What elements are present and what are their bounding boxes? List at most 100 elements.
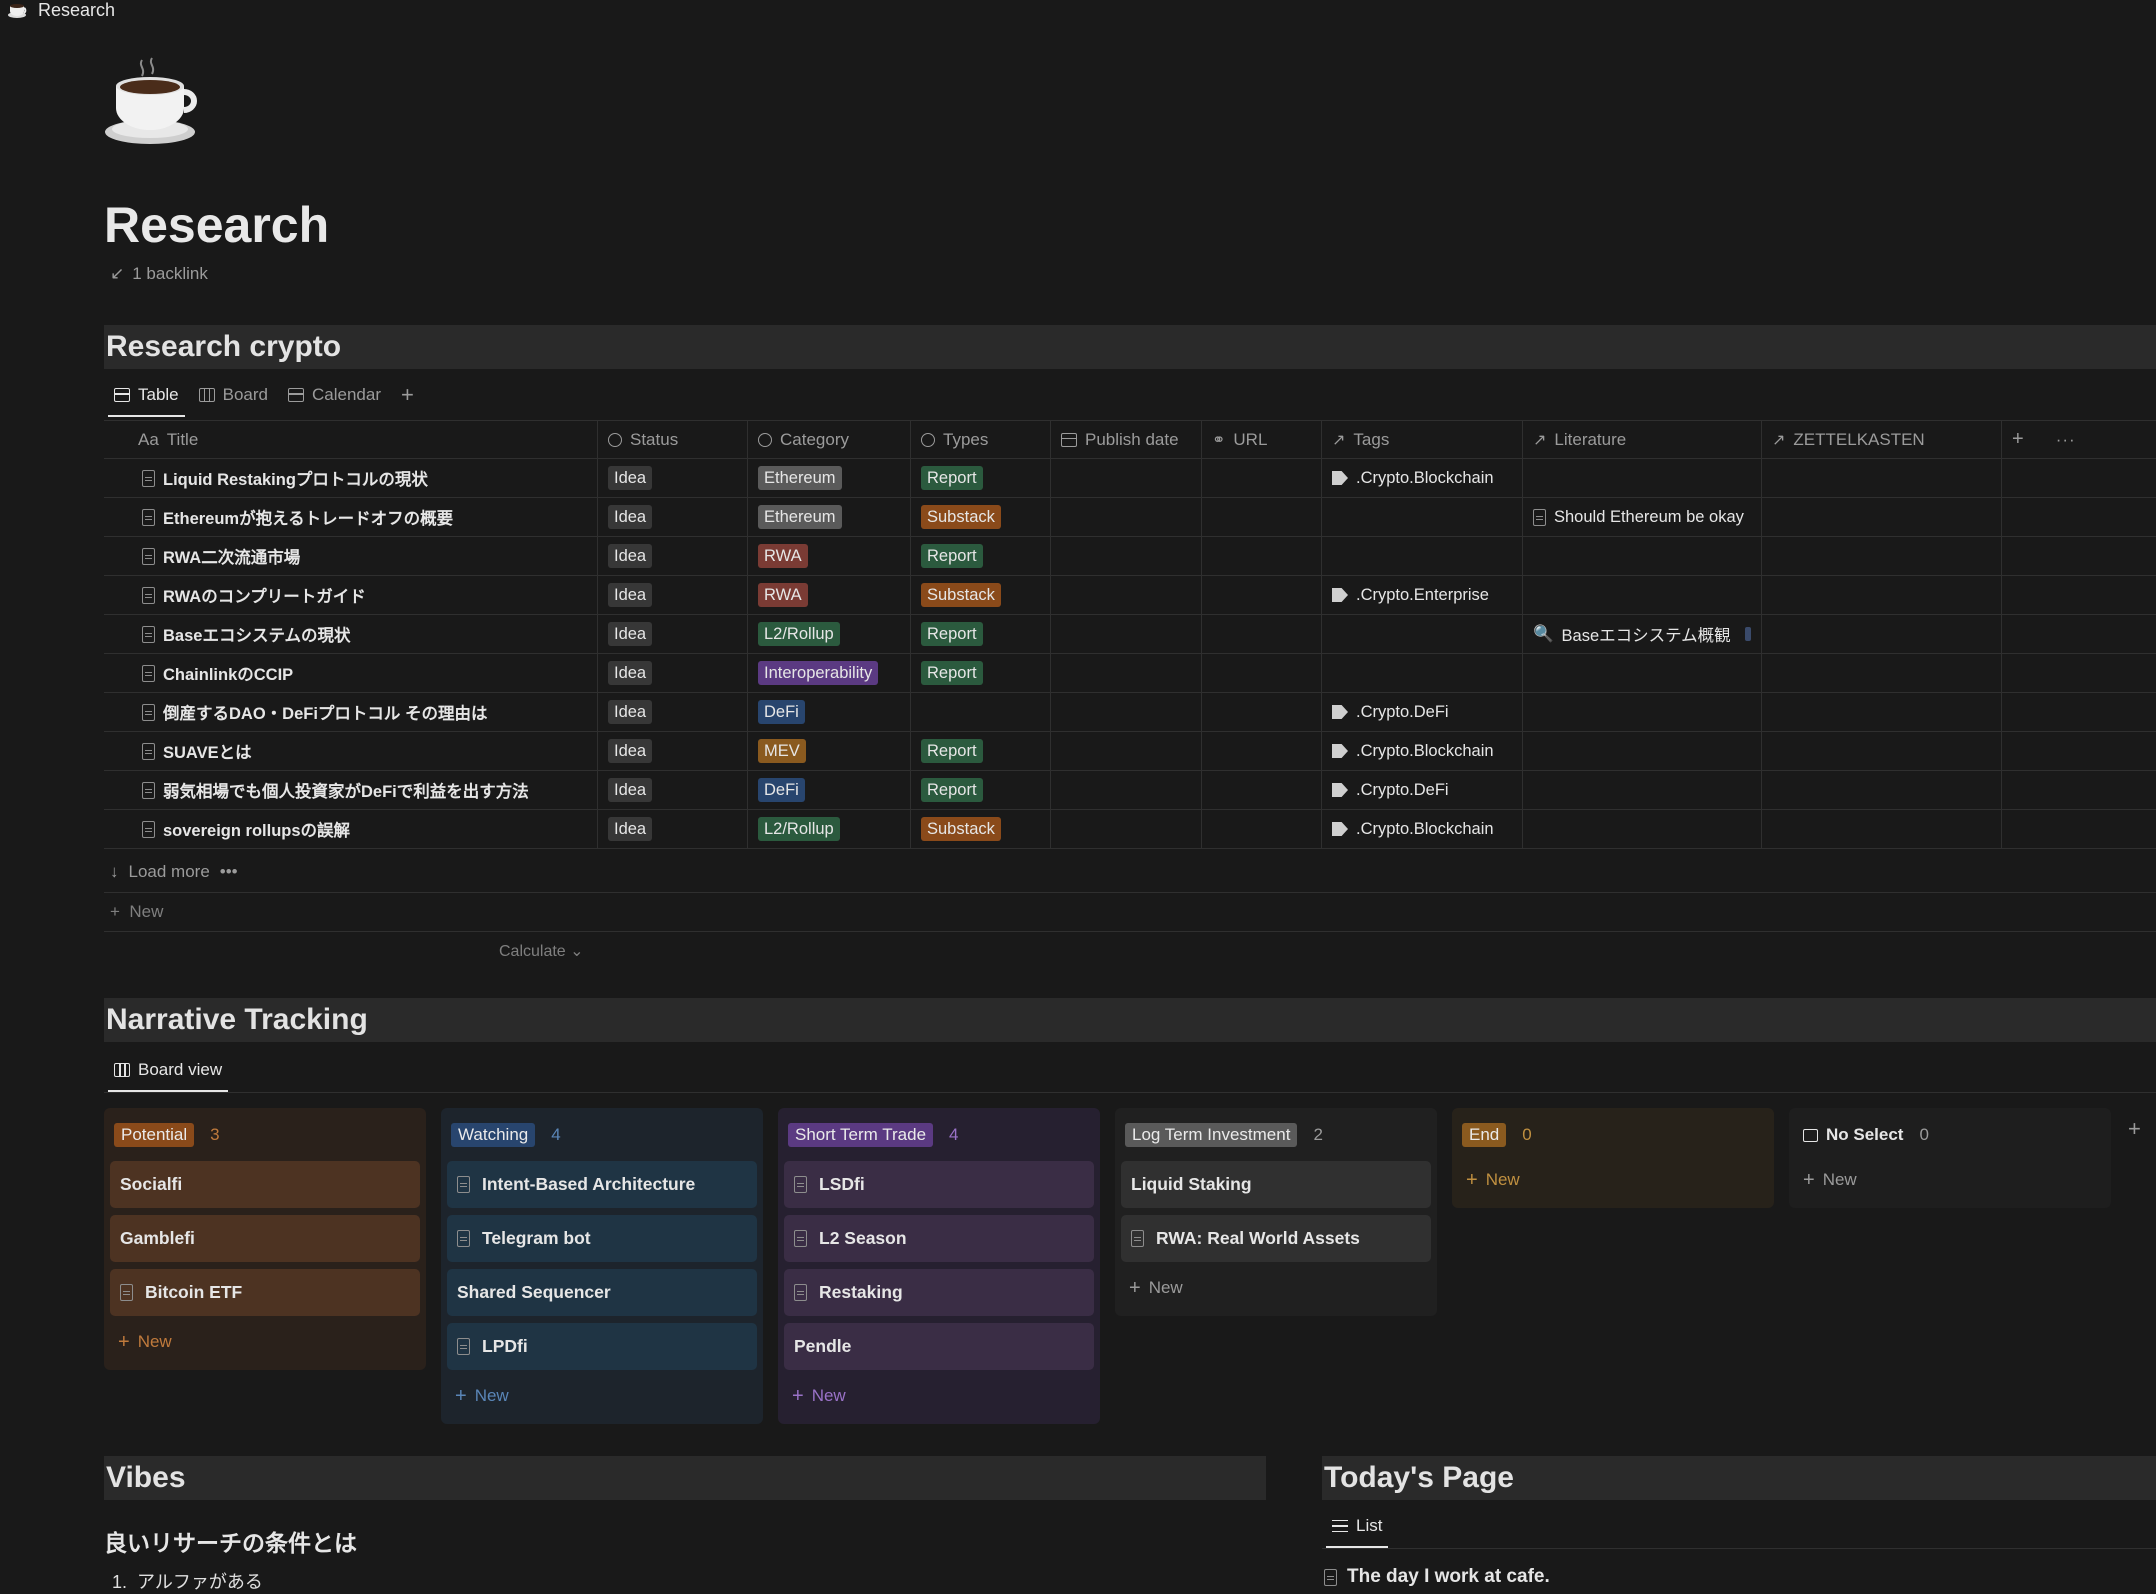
cell-types[interactable]	[911, 693, 1051, 731]
cell-literature[interactable]	[1523, 810, 1762, 848]
cell-tags[interactable]	[1322, 654, 1523, 692]
cell-tags[interactable]: .Crypto.Blockchain	[1322, 810, 1523, 848]
table-row[interactable]: SUAVEとは Idea MEV Report .Crypto.Blockchain	[104, 732, 2156, 771]
cell-publish-date[interactable]	[1051, 771, 1202, 809]
cell-zettelkasten[interactable]	[1762, 459, 2002, 497]
add-view-button[interactable]: +	[391, 375, 424, 415]
cell-zettelkasten[interactable]	[1762, 732, 2002, 770]
cell-category[interactable]: RWA	[748, 537, 911, 575]
table-row[interactable]: RWAのコンプリートガイド Idea RWA Substack .Crypto.Ente…	[104, 576, 2156, 615]
cell-tags[interactable]	[1322, 615, 1523, 653]
cell-url[interactable]	[1202, 771, 1322, 809]
new-row-button[interactable]: + New	[110, 902, 163, 922]
column-literature[interactable]: ↗ Literature	[1523, 421, 1762, 458]
database-header-today[interactable]: Today's Page	[1322, 1456, 2156, 1500]
cell-url[interactable]	[1202, 732, 1322, 770]
tag-link[interactable]: .Crypto.Blockchain	[1356, 819, 1494, 838]
new-card-button[interactable]: + New	[447, 1376, 757, 1416]
database-header-narrative[interactable]: Narrative Tracking	[104, 998, 2156, 1042]
cell-url[interactable]	[1202, 459, 1322, 497]
table-row[interactable]: 弱気相場でも個人投資家がDeFiで利益を出す方法 Idea DeFi Report .C…	[104, 771, 2156, 810]
column-tags[interactable]: ↗ Tags	[1322, 421, 1523, 458]
literature-link[interactable]: Should Ethereum be okay	[1554, 507, 1744, 526]
cell-zettelkasten[interactable]	[1762, 576, 2002, 614]
new-card-button[interactable]: + New	[1121, 1268, 1431, 1308]
cell-zettelkasten[interactable]	[1762, 693, 2002, 731]
cell-tags[interactable]	[1322, 498, 1523, 536]
cell-types[interactable]: Report	[911, 771, 1051, 809]
cell-title[interactable]: sovereign rollupsの誤解	[104, 810, 598, 848]
tab-board[interactable]: Board	[189, 375, 278, 415]
cell-category[interactable]: L2/Rollup	[748, 615, 911, 653]
table-row[interactable]: 倒産するDAO・DeFiプロトコル その理由は Idea DeFi .Crypto.D…	[104, 693, 2156, 732]
cell-zettelkasten[interactable]	[1762, 615, 2002, 653]
calculate-button[interactable]: Calculate ⌄	[499, 941, 584, 961]
tag-link[interactable]: .Crypto.Enterprise	[1356, 585, 1489, 604]
group-header[interactable]: Short Term Trade 4	[784, 1116, 1094, 1154]
cell-types[interactable]: Report	[911, 537, 1051, 575]
cell-category[interactable]: Ethereum	[748, 459, 911, 497]
table-row[interactable]: sovereign rollupsの誤解 Idea L2/Rollup Substac…	[104, 810, 2156, 849]
breadcrumb[interactable]: Research	[8, 0, 115, 20]
group-header[interactable]: End 0	[1458, 1116, 1768, 1154]
cell-status[interactable]: Idea	[598, 810, 748, 848]
cell-status[interactable]: Idea	[598, 576, 748, 614]
cell-types[interactable]: Substack	[911, 810, 1051, 848]
cell-title[interactable]: RWA二次流通市場	[104, 537, 598, 575]
cell-status[interactable]: Idea	[598, 459, 748, 497]
board-card[interactable]: Socialfi	[110, 1161, 420, 1208]
cell-tags[interactable]: .Crypto.Blockchain	[1322, 732, 1523, 770]
cell-tags[interactable]: .Crypto.Blockchain	[1322, 459, 1523, 497]
cell-status[interactable]: Idea	[598, 537, 748, 575]
cell-publish-date[interactable]	[1051, 615, 1202, 653]
database-header-research[interactable]: Research crypto	[104, 325, 2156, 369]
cell-category[interactable]: Interoperability	[748, 654, 911, 692]
cell-url[interactable]	[1202, 693, 1322, 731]
backlink[interactable]: ↙ 1 backlink	[110, 264, 208, 284]
cell-title[interactable]: Liquid Restakingプロトコルの現状	[104, 459, 598, 497]
cell-types[interactable]: Substack	[911, 576, 1051, 614]
cell-category[interactable]: Ethereum	[748, 498, 911, 536]
board-card[interactable]: Bitcoin ETF	[110, 1269, 420, 1316]
cell-url[interactable]	[1202, 615, 1322, 653]
page-icon-coffee[interactable]	[104, 56, 204, 146]
new-card-button[interactable]: + New	[784, 1376, 1094, 1416]
board-card[interactable]: Gamblefi	[110, 1215, 420, 1262]
cell-title[interactable]: 倒産するDAO・DeFiプロトコル その理由は	[104, 693, 598, 731]
load-more-button[interactable]: ↓ Load more •••	[110, 862, 238, 882]
cell-publish-date[interactable]	[1051, 810, 1202, 848]
group-header[interactable]: Log Term Investment 2	[1121, 1116, 1431, 1154]
cell-types[interactable]: Report	[911, 654, 1051, 692]
add-property-icon[interactable]: +	[2012, 428, 2024, 450]
cell-url[interactable]	[1202, 537, 1322, 575]
board-card[interactable]: LSDfi	[784, 1161, 1094, 1208]
list-item[interactable]: The day I work at cafe.	[1324, 1566, 1550, 1588]
cell-category[interactable]: RWA	[748, 576, 911, 614]
cell-title[interactable]: Baseエコシステムの現状	[104, 615, 598, 653]
cell-category[interactable]: DeFi	[748, 771, 911, 809]
cell-url[interactable]	[1202, 576, 1322, 614]
cell-url[interactable]	[1202, 654, 1322, 692]
cell-literature[interactable]	[1523, 537, 1762, 575]
column-zettelkasten[interactable]: ↗ ZETTELKASTEN	[1762, 421, 2002, 458]
cell-publish-date[interactable]	[1051, 576, 1202, 614]
more-options-icon[interactable]: ···	[2055, 429, 2076, 449]
cell-status[interactable]: Idea	[598, 615, 748, 653]
column-url[interactable]: ⚭ URL	[1202, 421, 1322, 458]
board-card[interactable]: RWA: Real World Assets	[1121, 1215, 1431, 1262]
cell-category[interactable]: MEV	[748, 732, 911, 770]
cell-tags[interactable]: .Crypto.DeFi	[1322, 771, 1523, 809]
cell-tags[interactable]	[1322, 537, 1523, 575]
board-card[interactable]: LPDfi	[447, 1323, 757, 1370]
cell-zettelkasten[interactable]	[1762, 810, 2002, 848]
cell-title[interactable]: ChainlinkのCCIP	[104, 654, 598, 692]
cell-status[interactable]: Idea	[598, 693, 748, 731]
table-row[interactable]: Ethereumが抱えるトレードオフの概要 Idea Ethereum Substac…	[104, 498, 2156, 537]
column-status[interactable]: Status	[598, 421, 748, 458]
cell-publish-date[interactable]	[1051, 498, 1202, 536]
cell-types[interactable]: Substack	[911, 498, 1051, 536]
cell-status[interactable]: Idea	[598, 732, 748, 770]
table-row[interactable]: RWA二次流通市場 Idea RWA Report	[104, 537, 2156, 576]
cell-publish-date[interactable]	[1051, 732, 1202, 770]
column-title[interactable]: Aa Title	[104, 421, 598, 458]
